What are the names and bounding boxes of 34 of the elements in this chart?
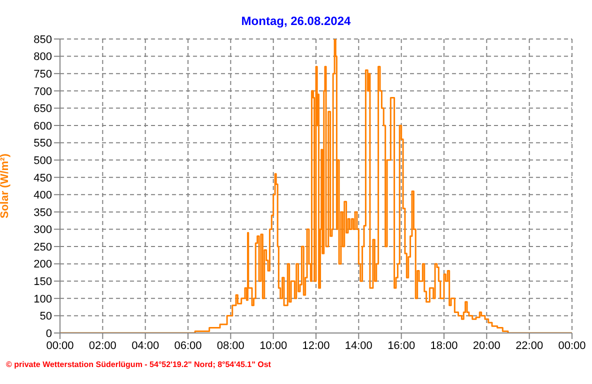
y-tick-label: 550 [34,138,52,150]
chart-title: Montag, 26.08.2024 [240,14,352,28]
y-tick-label: 350 [34,206,52,219]
x-tick-label: 02:00 [88,340,116,352]
x-tick-label: 12:00 [302,340,330,352]
x-tick-label: 22:00 [516,340,544,352]
x-tick-label: 00:00 [46,340,74,352]
y-axis-title: Solar (W/m²) [0,153,11,218]
y-tick-label: 600 [34,120,52,132]
x-tick-label: 00:00 [558,340,586,352]
y-tick-label: 750 [34,68,52,80]
x-tick-label: 20:00 [472,340,500,352]
y-tick-label: 50 [40,310,52,323]
text: © private Wetterstation Süderlügum - 54°52'19.2" Nord; 8°54'45.1" Ost [6,360,271,369]
y-tick-label: 850 [34,34,52,46]
y-tick-label: 500 [34,154,52,167]
x-tick-label: 08:00 [216,340,244,352]
x-tick-label: 10:00 [260,340,288,352]
y-tick-label: 100 [34,293,52,306]
x-tick-label: 16:00 [388,340,416,352]
y-tick-label: 700 [34,86,52,98]
y-tick-label: 300 [34,224,52,236]
x-tick-label: 06:00 [174,340,202,352]
y-tick-label: 0 [46,328,52,340]
y-tick-label: 400 [34,190,52,202]
y-tick-label: 800 [34,51,52,64]
y-tick-label: 150 [34,276,52,288]
y-tick-label: 650 [34,103,52,116]
x-tick-label: 18:00 [430,340,458,352]
y-tick-label: 200 [34,258,52,271]
y-tick-label: 450 [34,172,52,184]
x-tick-label: 04:00 [132,340,160,352]
y-tick-label: 250 [34,241,52,254]
x-tick-label: 14:00 [344,340,372,352]
